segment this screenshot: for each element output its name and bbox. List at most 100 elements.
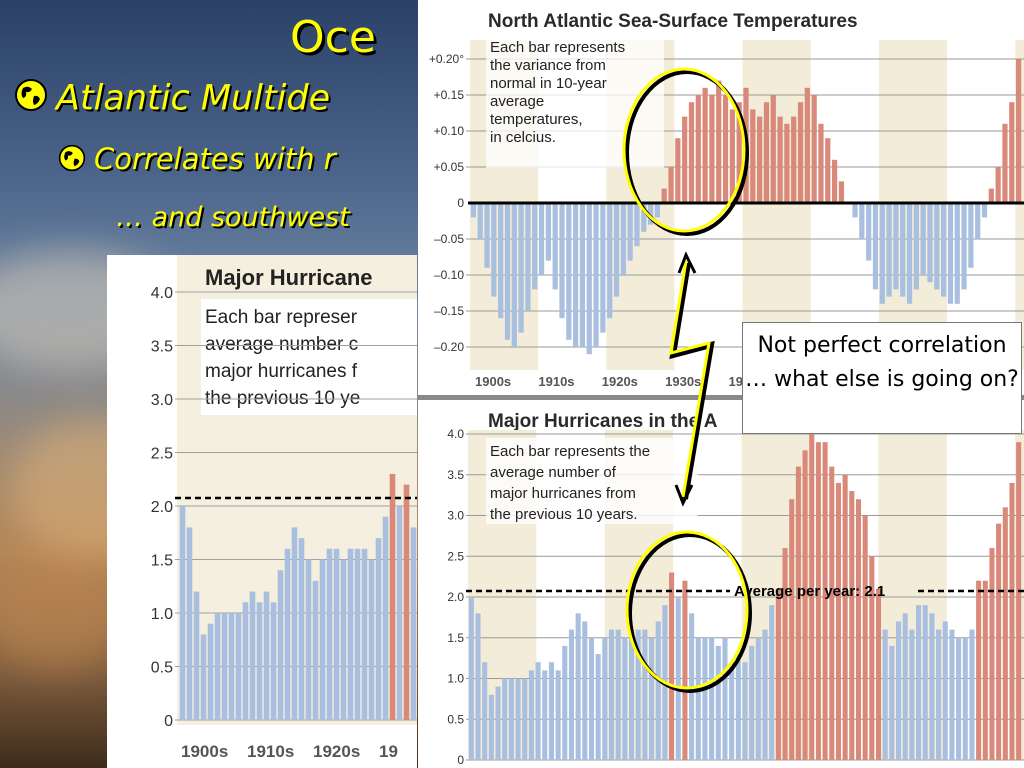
hurricane-bar	[628, 629, 635, 760]
left-hurricane-bar	[270, 602, 277, 720]
hurricane-bar	[1002, 507, 1008, 760]
sst-bar	[586, 203, 592, 355]
sst-bar	[947, 203, 954, 304]
sst-bar	[579, 203, 586, 347]
globe-icon	[58, 144, 86, 179]
sst-bar	[1009, 102, 1015, 203]
connector-arrow	[669, 251, 715, 507]
note-background	[201, 299, 417, 415]
hurricane-bar	[802, 450, 808, 760]
sst-bar	[498, 203, 504, 319]
bullet-level-1: Atlantic Multide	[14, 78, 330, 121]
hurricane-bar	[822, 442, 828, 760]
sst-bar	[900, 203, 906, 297]
sst-bar	[797, 102, 804, 203]
left-hurricane-bar	[221, 613, 228, 720]
hurricane-bar	[835, 482, 841, 760]
sst-bar	[695, 95, 701, 203]
x-tick-label: 1900s	[475, 374, 511, 389]
hurricane-bar	[488, 694, 494, 760]
hurricane-bar	[495, 686, 501, 760]
hurricane-bar	[649, 637, 655, 760]
hurricane-bar	[849, 491, 855, 760]
note-background	[486, 438, 698, 524]
left-hurricane-bar	[186, 527, 193, 720]
hurricane-bar	[588, 637, 595, 760]
hurricane-bar	[695, 637, 701, 760]
sst-bar	[559, 203, 565, 319]
hurricane-bar	[1009, 482, 1015, 760]
hurricane-bar	[962, 637, 968, 760]
note-line: major hurricanes f	[205, 361, 358, 382]
sst-bar	[981, 203, 988, 218]
sst-bar	[552, 203, 558, 290]
y-tick-label: –0.10	[434, 268, 464, 282]
sst-bar	[975, 203, 981, 239]
hurricane-bar	[809, 434, 815, 760]
sst-bar	[872, 203, 879, 290]
sst-bar	[668, 167, 674, 203]
sst-chart-svg: North Atlantic Sea-Surface Temperatures …	[429, 11, 1024, 389]
hurricane-bar	[709, 637, 715, 760]
left-hurricane-bar	[284, 548, 291, 720]
hurricane-bar	[749, 645, 755, 760]
left-hurricane-bar	[291, 527, 298, 720]
sst-bar	[1002, 123, 1008, 203]
hurricane-bar	[602, 637, 608, 760]
y-tick-label: –0.20	[434, 340, 464, 354]
left-hurricane-bar	[354, 548, 361, 720]
y-tick-label: +0.05	[434, 160, 465, 174]
hurricane-bar	[789, 499, 795, 760]
hurricane-bar	[1016, 442, 1022, 760]
left-hurricane-bar	[179, 506, 186, 720]
decade-band	[1015, 40, 1024, 370]
sst-bar	[477, 203, 483, 239]
left-hurricane-chart: Major Hurricane Each bar represer average…	[107, 255, 417, 768]
left-chart-bars	[179, 473, 417, 720]
sst-bar	[532, 203, 538, 290]
sst-bar	[607, 203, 613, 319]
hurricane-bar	[575, 613, 581, 760]
hurricane-highlight-ellipse-shadow	[628, 533, 752, 693]
sst-bar	[647, 203, 654, 225]
sst-bar	[1015, 59, 1022, 203]
sst-bar	[804, 87, 810, 203]
hurricane-bar	[562, 645, 568, 760]
arrowhead-down	[674, 484, 694, 507]
hurricane-bar	[635, 629, 641, 760]
left-hurricane-bar	[368, 559, 375, 720]
hurricane-bar	[475, 613, 481, 760]
sst-bar	[545, 203, 551, 261]
sst-bar	[763, 102, 770, 203]
sst-bar	[906, 203, 913, 304]
hurricane-bar	[795, 466, 801, 760]
sst-bar	[811, 95, 817, 203]
sst-highlight-ellipse	[622, 67, 746, 233]
y-tick-label: +0.15	[434, 88, 465, 102]
hurricane-bar	[762, 629, 768, 760]
y-tick-label: 1.5	[447, 631, 464, 645]
hurricane-bar	[482, 662, 488, 760]
sst-bar	[770, 95, 776, 203]
hurricane-bar	[842, 474, 848, 760]
y-tick-label: 0.5	[151, 660, 173, 677]
sst-bar	[941, 203, 947, 297]
sst-bar	[722, 95, 729, 203]
hurricane-bar	[655, 621, 661, 760]
sst-bar	[831, 159, 838, 203]
y-tick-label: 3.5	[151, 339, 173, 356]
sst-bar	[838, 181, 845, 203]
left-chart-title: Major Hurricane	[205, 265, 373, 290]
sst-bar	[620, 203, 626, 275]
note-line: average number of	[490, 464, 617, 481]
x-tick-label: 1900s	[181, 742, 228, 761]
hurricane-bar	[568, 629, 574, 760]
hurricane-bar	[755, 637, 761, 760]
note-line: major hurricanes from	[490, 485, 636, 502]
hurricane-bar	[468, 597, 474, 760]
left-hurricane-bar	[312, 580, 319, 720]
left-hurricane-bar	[305, 559, 312, 720]
hurricane-bar	[715, 645, 721, 760]
y-tick-label: –0.15	[434, 304, 464, 318]
